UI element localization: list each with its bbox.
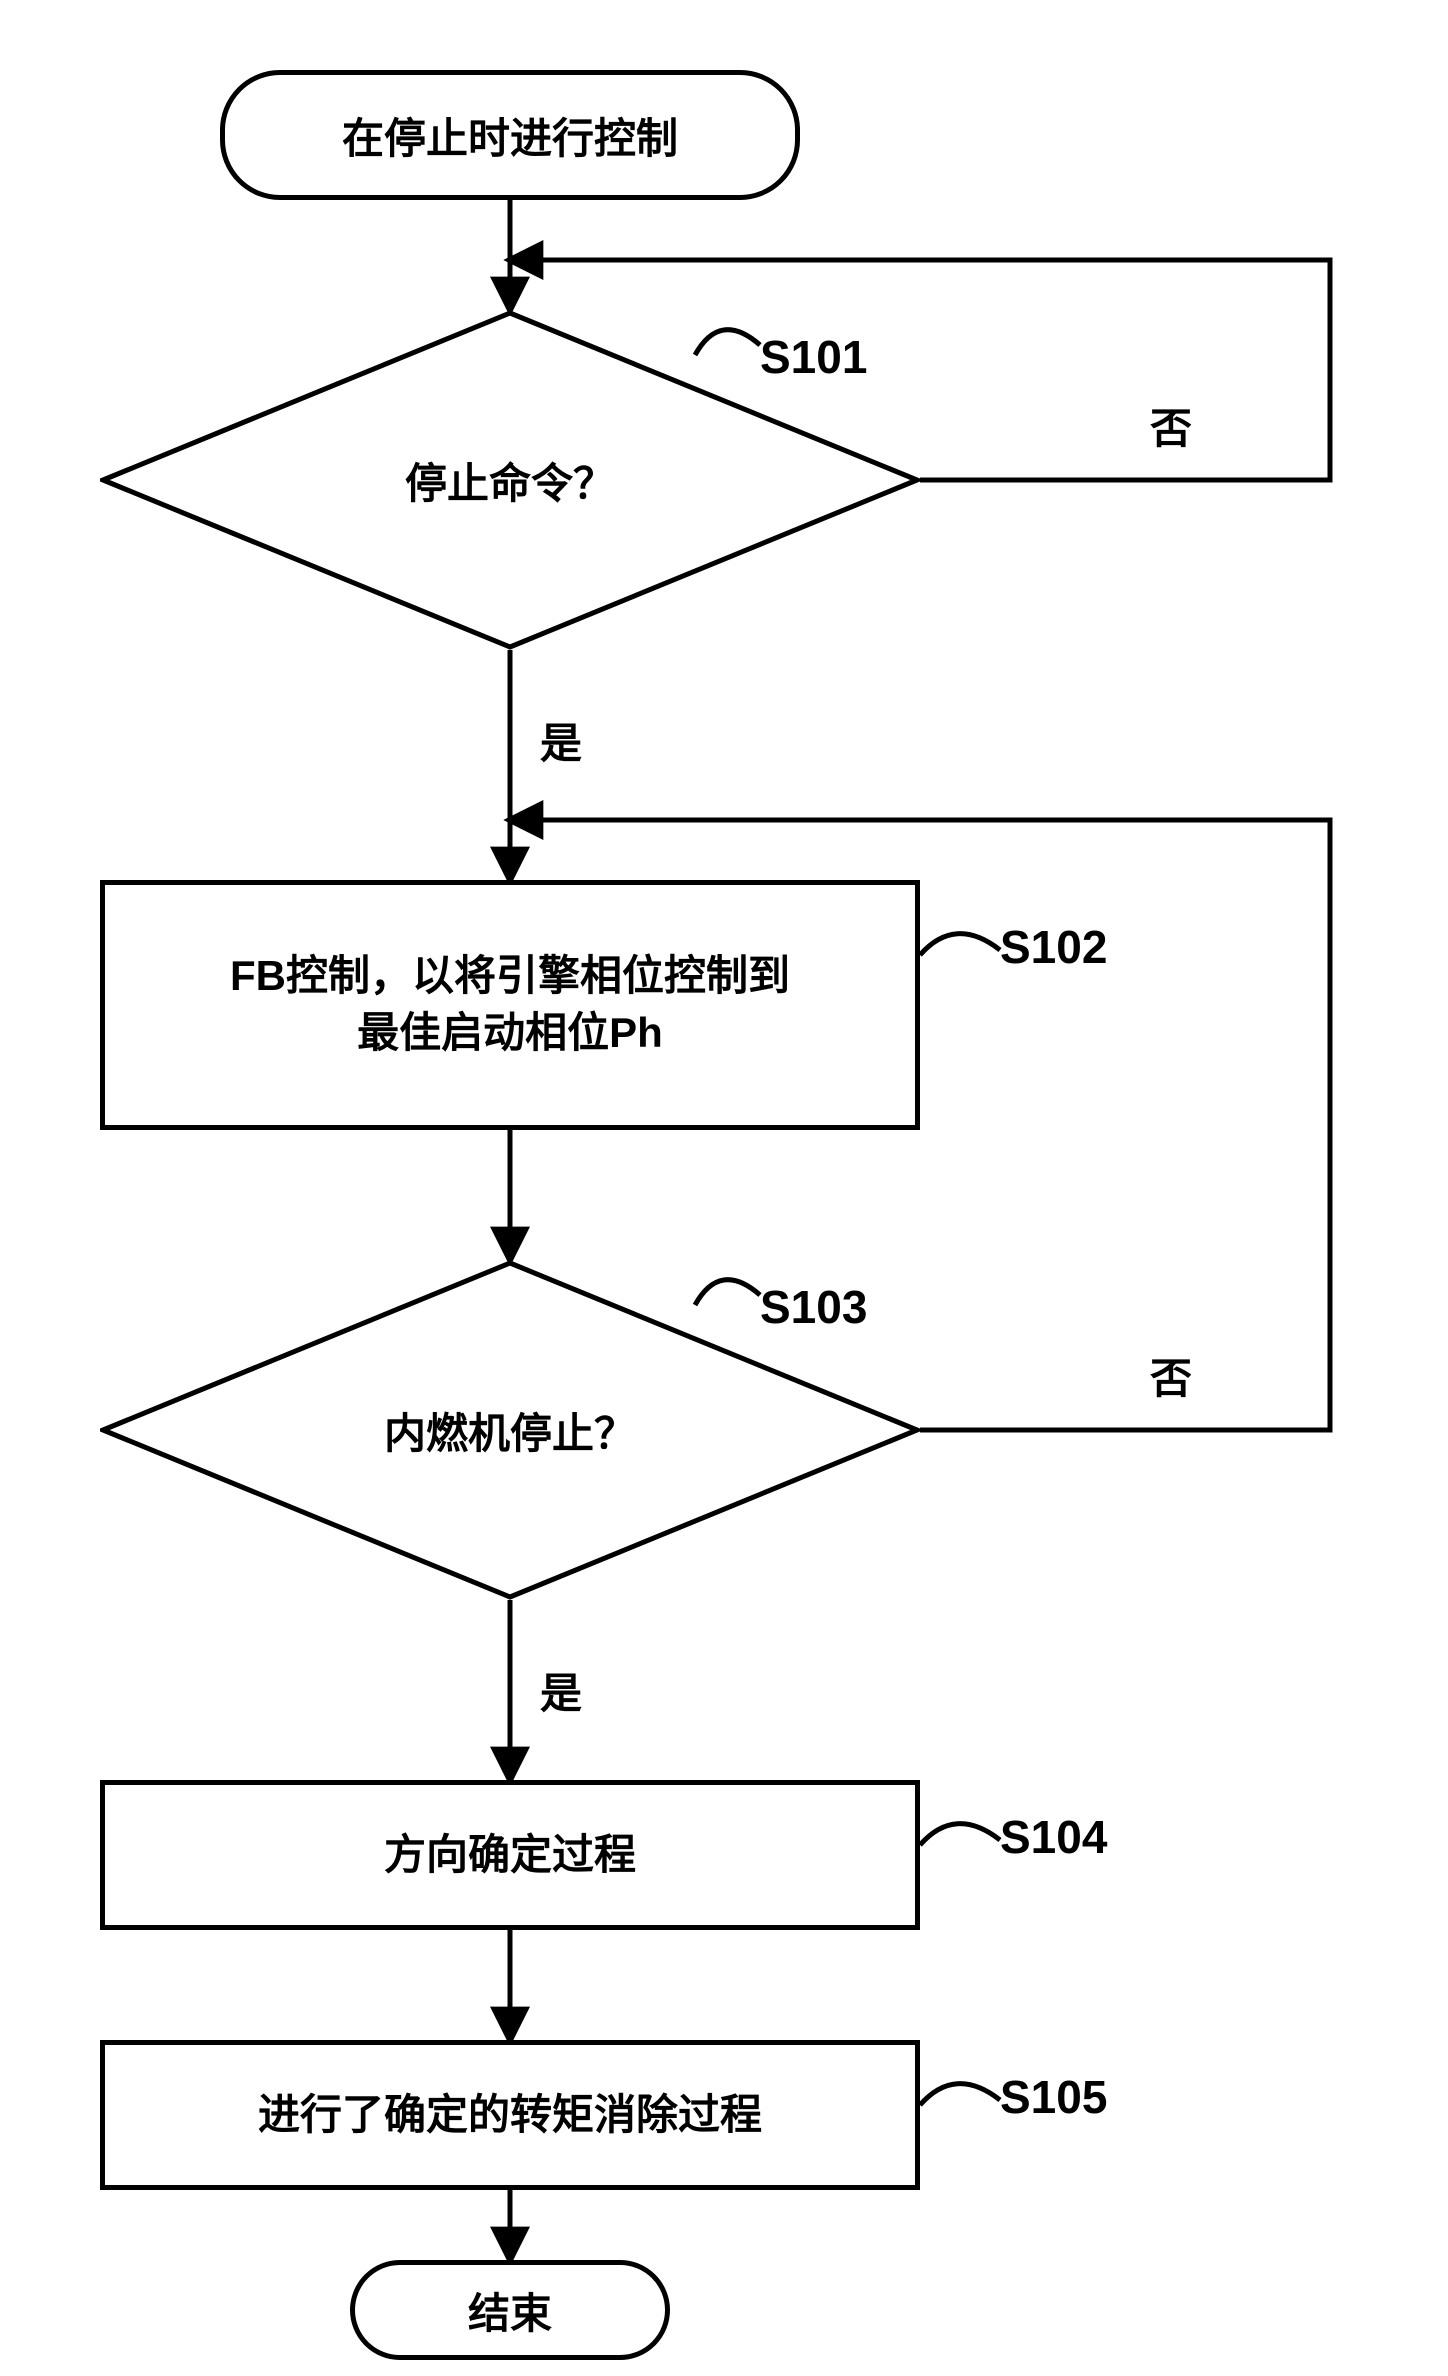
end-label: 结束: [468, 2280, 552, 2341]
step-label-s101: S101: [760, 330, 867, 384]
branch-s103-yes: 是: [540, 1660, 582, 1721]
start-node: 在停止时进行控制: [220, 70, 800, 200]
branch-s101-no: 否: [1150, 395, 1192, 456]
process-s105-label: 进行了确定的转矩消除过程: [258, 2087, 762, 2144]
flowchart-canvas: 在停止时进行控制 停止命令？ FB控制，以将引擎相位控制到 最佳启动相位Ph 内…: [0, 0, 1448, 2376]
end-node: 结束: [350, 2260, 670, 2360]
branch-s103-no: 否: [1150, 1345, 1192, 1406]
decision-s101-label: 停止命令？: [405, 450, 615, 511]
process-s105: 进行了确定的转矩消除过程: [100, 2040, 920, 2190]
start-label: 在停止时进行控制: [342, 105, 678, 166]
process-s104: 方向确定过程: [100, 1780, 920, 1930]
step-label-s104: S104: [1000, 1810, 1107, 1864]
step-label-s103: S103: [760, 1280, 867, 1334]
process-s104-label: 方向确定过程: [384, 1827, 636, 1884]
decision-s103-label: 内燃机停止？: [384, 1400, 636, 1461]
step-label-s102: S102: [1000, 920, 1107, 974]
step-label-s105: S105: [1000, 2070, 1107, 2124]
process-s102: FB控制，以将引擎相位控制到 最佳启动相位Ph: [100, 880, 920, 1130]
branch-s101-yes: 是: [540, 710, 582, 771]
process-s102-label: FB控制，以将引擎相位控制到 最佳启动相位Ph: [230, 948, 790, 1061]
